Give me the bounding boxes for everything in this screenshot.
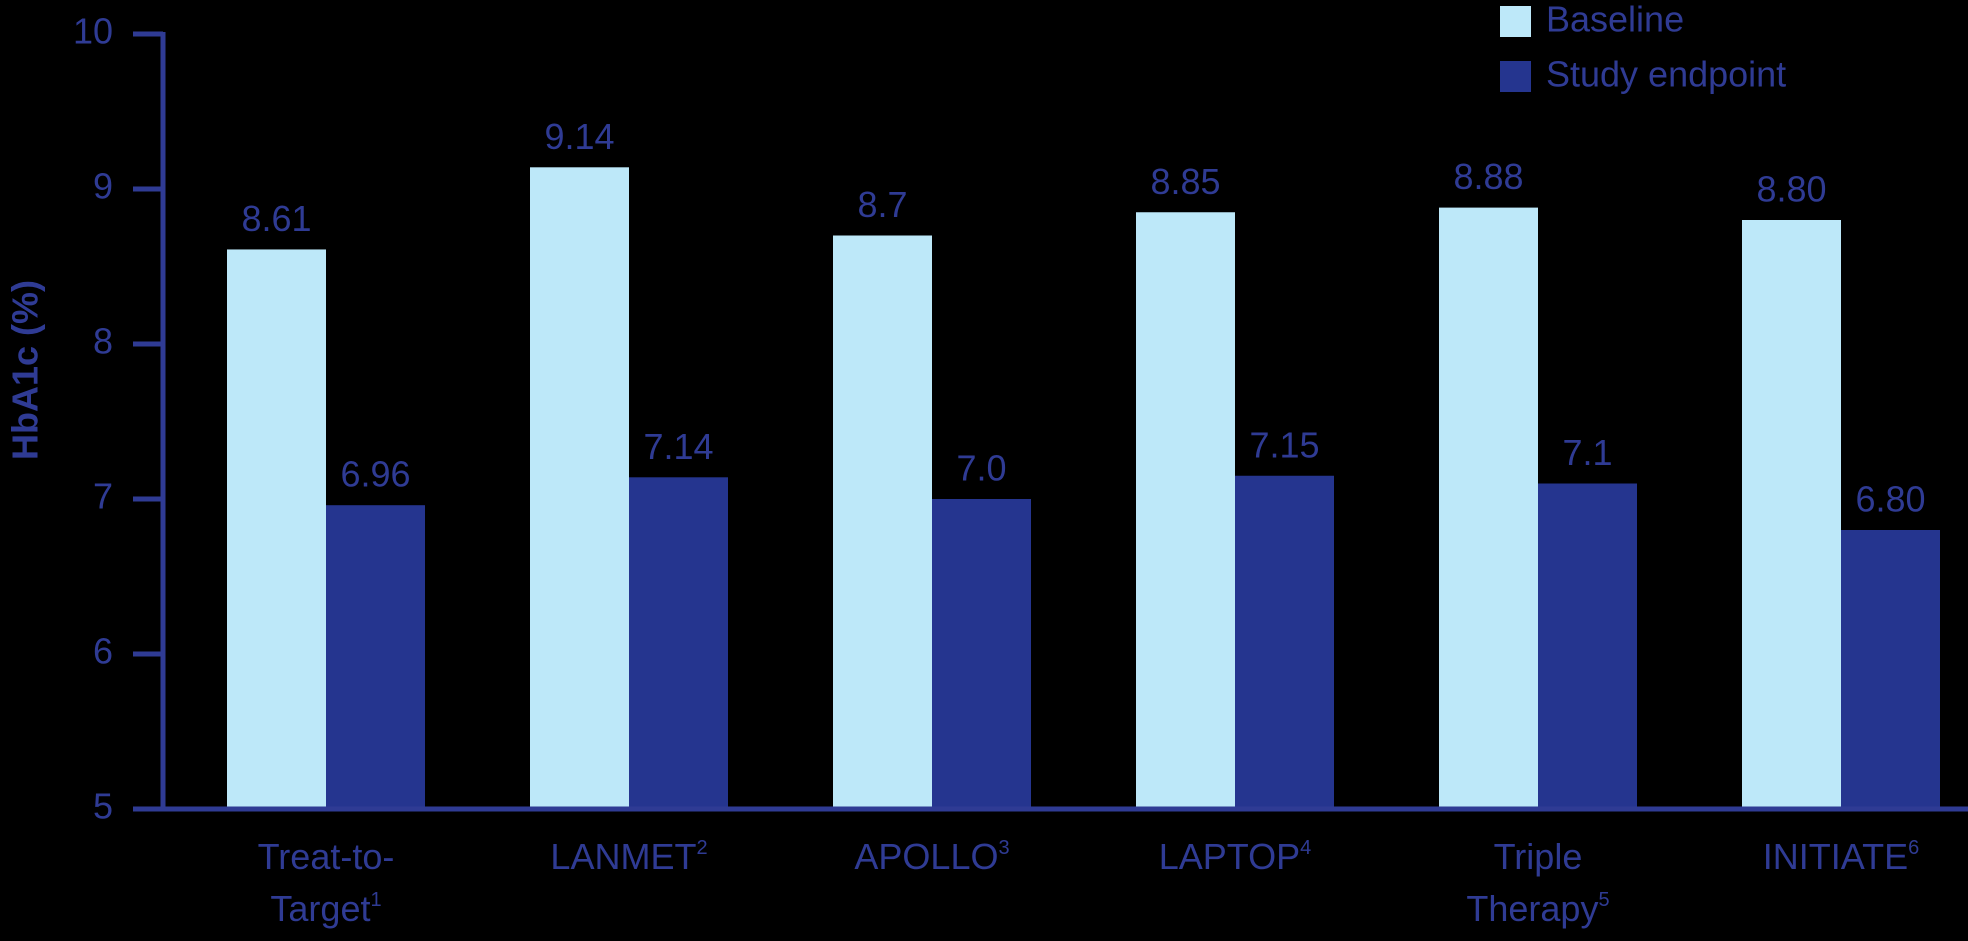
bar xyxy=(326,505,425,809)
value-label: 7.15 xyxy=(1249,424,1319,465)
value-label: 8.85 xyxy=(1150,161,1220,202)
value-label: 8.7 xyxy=(857,184,907,225)
value-label: 8.80 xyxy=(1756,169,1826,210)
bar xyxy=(833,235,932,809)
bar xyxy=(932,499,1031,809)
bar xyxy=(629,477,728,809)
reference: 4 xyxy=(1300,837,1311,859)
reference: 6 xyxy=(1908,837,1919,859)
label-line: Target xyxy=(270,888,370,929)
bar xyxy=(1136,212,1235,809)
x-tick-label: Treat-to- Target1 xyxy=(258,836,395,929)
y-axis-label: HbA1c (%) xyxy=(5,280,46,460)
label-line: INITIATE xyxy=(1763,836,1908,877)
value-label: 8.88 xyxy=(1453,156,1523,197)
label-line: Treat-to- xyxy=(258,836,395,877)
label-line: LAPTOP xyxy=(1159,836,1300,877)
reference: 5 xyxy=(1598,889,1609,911)
value-label: 6.80 xyxy=(1855,479,1925,520)
value-label: 9.14 xyxy=(544,116,614,157)
x-tick-label: LAPTOP4 xyxy=(1159,836,1312,877)
value-label: 8.61 xyxy=(241,198,311,239)
value-label: 7.1 xyxy=(1562,432,1612,473)
x-tick-label: INITIATE6 xyxy=(1763,836,1919,877)
y-tick-label: 6 xyxy=(93,631,113,672)
label-line: Triple xyxy=(1494,836,1583,877)
legend-label: Baseline xyxy=(1546,0,1684,40)
y-tick-label: 8 xyxy=(93,321,113,362)
y-tick-label: 10 xyxy=(73,11,113,52)
legend-swatch xyxy=(1500,61,1531,92)
x-tick-label: APOLLO3 xyxy=(854,836,1009,877)
bar xyxy=(227,249,326,809)
x-tick-label: Triple Therapy5 xyxy=(1466,836,1609,929)
bar xyxy=(1439,207,1538,810)
reference: 1 xyxy=(370,889,381,911)
value-label: 6.96 xyxy=(340,454,410,495)
y-tick-label: 9 xyxy=(93,166,113,207)
value-label: 7.0 xyxy=(956,448,1006,489)
y-tick-label: 7 xyxy=(93,476,113,517)
reference: 3 xyxy=(998,837,1009,859)
bar xyxy=(1538,483,1637,809)
bar xyxy=(530,167,629,810)
value-label: 7.14 xyxy=(643,426,713,467)
y-tick-label: 5 xyxy=(93,786,113,827)
legend-label: Study endpoint xyxy=(1546,54,1786,95)
reference: 2 xyxy=(696,837,707,859)
label-line: APOLLO xyxy=(854,836,998,877)
bar xyxy=(1742,220,1841,809)
legend-swatch xyxy=(1500,6,1531,37)
bar xyxy=(1235,475,1334,809)
label-line: LANMET xyxy=(550,836,696,877)
x-tick-label: LANMET2 xyxy=(550,836,707,877)
label-line: Therapy xyxy=(1466,888,1598,929)
bar xyxy=(1841,530,1940,809)
